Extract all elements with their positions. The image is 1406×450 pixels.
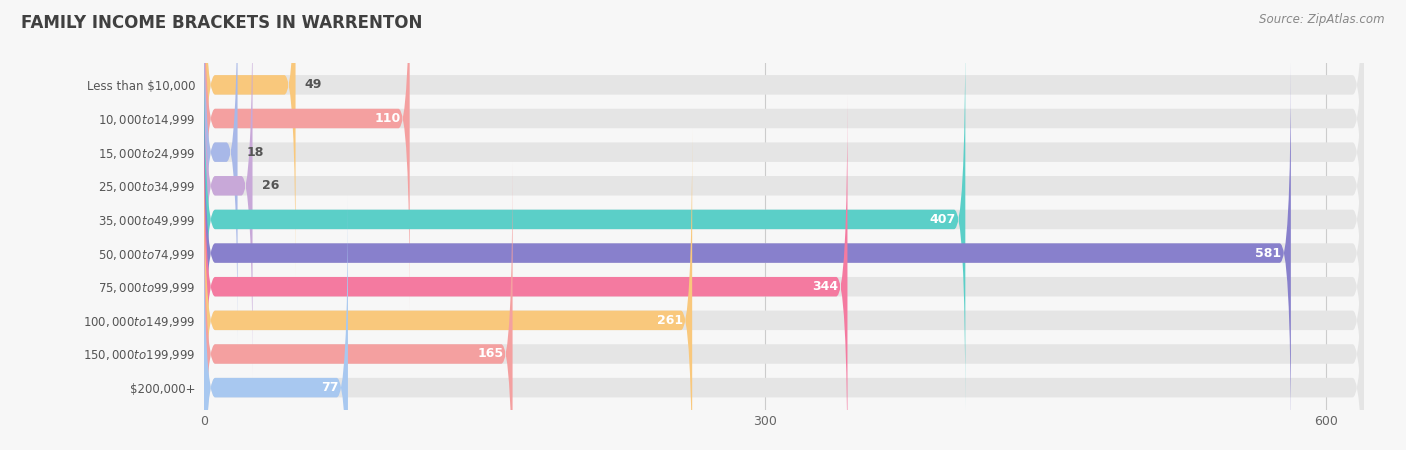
FancyBboxPatch shape bbox=[204, 128, 692, 450]
Text: 261: 261 bbox=[657, 314, 683, 327]
FancyBboxPatch shape bbox=[204, 94, 848, 450]
Text: 165: 165 bbox=[477, 347, 503, 360]
Text: 49: 49 bbox=[305, 78, 322, 91]
Text: 26: 26 bbox=[262, 179, 280, 192]
FancyBboxPatch shape bbox=[204, 0, 295, 277]
FancyBboxPatch shape bbox=[204, 128, 1364, 450]
FancyBboxPatch shape bbox=[204, 61, 1364, 445]
Text: 18: 18 bbox=[247, 146, 264, 159]
FancyBboxPatch shape bbox=[204, 27, 966, 411]
Text: 77: 77 bbox=[321, 381, 339, 394]
Text: 407: 407 bbox=[929, 213, 956, 226]
Text: Source: ZipAtlas.com: Source: ZipAtlas.com bbox=[1260, 14, 1385, 27]
FancyBboxPatch shape bbox=[204, 0, 253, 378]
FancyBboxPatch shape bbox=[204, 196, 347, 450]
FancyBboxPatch shape bbox=[204, 0, 1364, 344]
FancyBboxPatch shape bbox=[204, 61, 1291, 445]
FancyBboxPatch shape bbox=[204, 0, 1364, 310]
FancyBboxPatch shape bbox=[204, 94, 1364, 450]
Text: 344: 344 bbox=[813, 280, 838, 293]
FancyBboxPatch shape bbox=[204, 162, 513, 450]
Text: FAMILY INCOME BRACKETS IN WARRENTON: FAMILY INCOME BRACKETS IN WARRENTON bbox=[21, 14, 422, 32]
FancyBboxPatch shape bbox=[204, 0, 409, 310]
FancyBboxPatch shape bbox=[204, 0, 1364, 277]
Text: 110: 110 bbox=[374, 112, 401, 125]
FancyBboxPatch shape bbox=[204, 27, 1364, 411]
FancyBboxPatch shape bbox=[204, 0, 1364, 378]
Text: 581: 581 bbox=[1256, 247, 1281, 260]
FancyBboxPatch shape bbox=[204, 162, 1364, 450]
FancyBboxPatch shape bbox=[204, 196, 1364, 450]
FancyBboxPatch shape bbox=[204, 0, 238, 344]
